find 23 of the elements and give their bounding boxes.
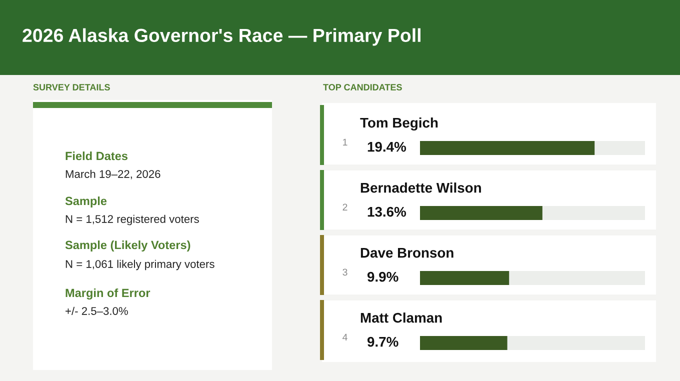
text: N = 1,512 registered voters (66, 214, 199, 226)
text: Sample (65, 196, 107, 208)
text: 2026 Alaska Governor's Race — Primary Poll (22, 28, 420, 46)
data-label: 19.4% (368, 142, 406, 152)
y-tick-label: Tom Begich (360, 117, 438, 131)
data-label: 9.9% (367, 272, 398, 282)
text: 3 (342, 268, 348, 276)
data-label: 9.7% (367, 336, 398, 347)
text: N = 1,061 likely primary voters (66, 260, 214, 270)
text: SURVEY DETAILS (33, 84, 110, 90)
text: 1 (343, 138, 348, 146)
text: 2 (342, 204, 348, 211)
text: March 19–22, 2026 (66, 170, 160, 180)
text: Margin of Error (66, 288, 150, 300)
y-tick-label: Bernadette Wilson (360, 182, 481, 193)
text: Field Dates (66, 151, 128, 160)
text: TOP CANDIDATES (323, 84, 402, 90)
text: 4 (342, 334, 348, 341)
text: +/- 2.5–3.0% (66, 306, 128, 315)
y-tick-label: Matt Claman (360, 312, 442, 323)
y-tick-label: Dave Bronson (360, 248, 454, 258)
text: Sample (Likely Voters) (65, 240, 190, 252)
data-label: 13.6% (368, 206, 406, 217)
